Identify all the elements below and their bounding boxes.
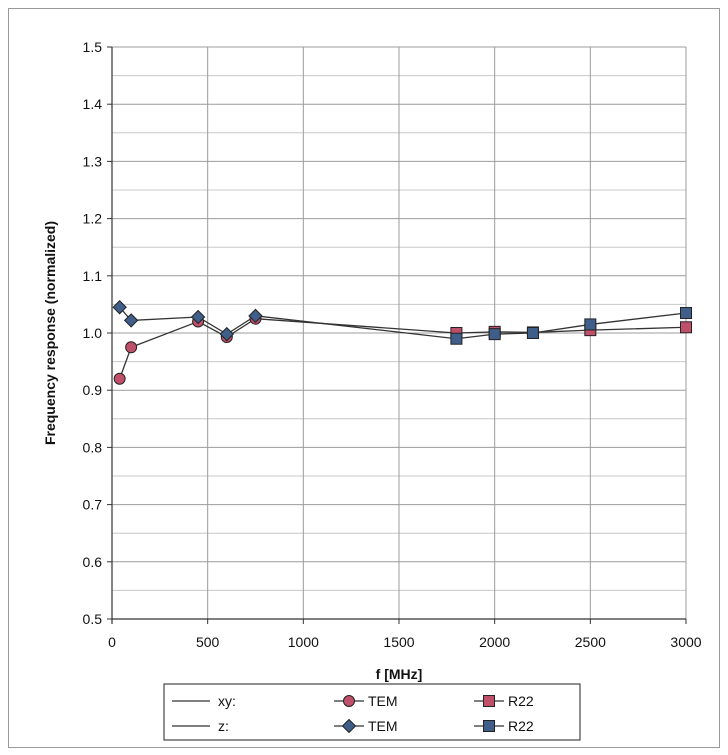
y-tick-label: 0.9 [83, 382, 103, 398]
x-tick-label: 1000 [288, 634, 319, 650]
data-point-z-tem [190, 309, 206, 325]
x-tick-label: 500 [196, 634, 220, 650]
legend-swatch-marker [343, 695, 355, 707]
y-tick-label: 0.7 [83, 497, 103, 513]
data-point-z-r22 [680, 306, 692, 319]
y-tick-label: 1.0 [83, 325, 103, 341]
data-point-xy-r22 [680, 321, 692, 334]
y-tick-label: 1.5 [83, 39, 103, 55]
legend: xy: TEM R22 z: TEM R22 [163, 683, 581, 741]
x-tick-label: 2000 [479, 634, 510, 650]
data-point-z-r22 [450, 332, 463, 345]
data-point-z-tem [219, 326, 235, 342]
frequency-response-chart: 0.5 0.6 0.7 0.8 0.9 1.0 1.1 1.2 1.3 1.4 1.5 0 500 100… [42, 39, 702, 741]
series-line-xy [119, 318, 687, 379]
y-tick-label: 1.4 [83, 96, 103, 112]
y-tick-label: 1.3 [83, 153, 103, 169]
legend-swatch-marker [483, 720, 495, 732]
axes [107, 46, 687, 624]
y-tick-label: 0.8 [83, 439, 103, 455]
y-tick-label: 0.5 [83, 611, 103, 627]
x-tick-label: 3000 [670, 634, 701, 650]
legend-swatch-marker [341, 718, 357, 734]
x-tick-label: 0 [108, 634, 116, 650]
data-point-xy-tem [125, 341, 138, 354]
legend-series-label: TEM [368, 693, 398, 709]
chart-frame: 0.5 0.6 0.7 0.8 0.9 1.0 1.1 1.2 1.3 1.4 1.5 0 500 100… [8, 8, 720, 748]
data-point-z-r22 [526, 327, 539, 339]
legend-group-label: z: [218, 718, 229, 734]
data-point-z-tem [248, 308, 263, 324]
y-tick-label: 1.1 [83, 268, 103, 284]
y-tick-label: 0.6 [83, 554, 103, 570]
data-point-xy-tem [113, 372, 126, 385]
series-line-z [119, 306, 687, 340]
legend-swatch-marker [483, 695, 495, 707]
series-lines [119, 306, 687, 379]
y-axis-title: Frequency response (normalized) [42, 221, 58, 445]
legend-box [163, 683, 581, 741]
data-point-z-tem [112, 300, 127, 315]
x-axis-title: f [MHz] [376, 666, 423, 682]
grid-lines [111, 46, 687, 620]
legend-series-label: R22 [508, 693, 534, 709]
x-tick-label: 2500 [575, 634, 606, 650]
x-tick-label: 1500 [383, 634, 414, 650]
legend-series-label: TEM [368, 718, 398, 734]
legend-group-label: xy: [218, 693, 236, 709]
data-point-z-r22 [488, 328, 501, 341]
legend-series-label: R22 [508, 718, 534, 734]
tick-labels: 0.5 0.6 0.7 0.8 0.9 1.0 1.1 1.2 1.3 1.4 1.5 0 500 100… [83, 39, 702, 650]
data-point-z-r22 [584, 318, 597, 331]
series-markers [112, 300, 692, 385]
y-tick-label: 1.2 [83, 211, 103, 227]
data-point-z-tem [123, 313, 139, 328]
